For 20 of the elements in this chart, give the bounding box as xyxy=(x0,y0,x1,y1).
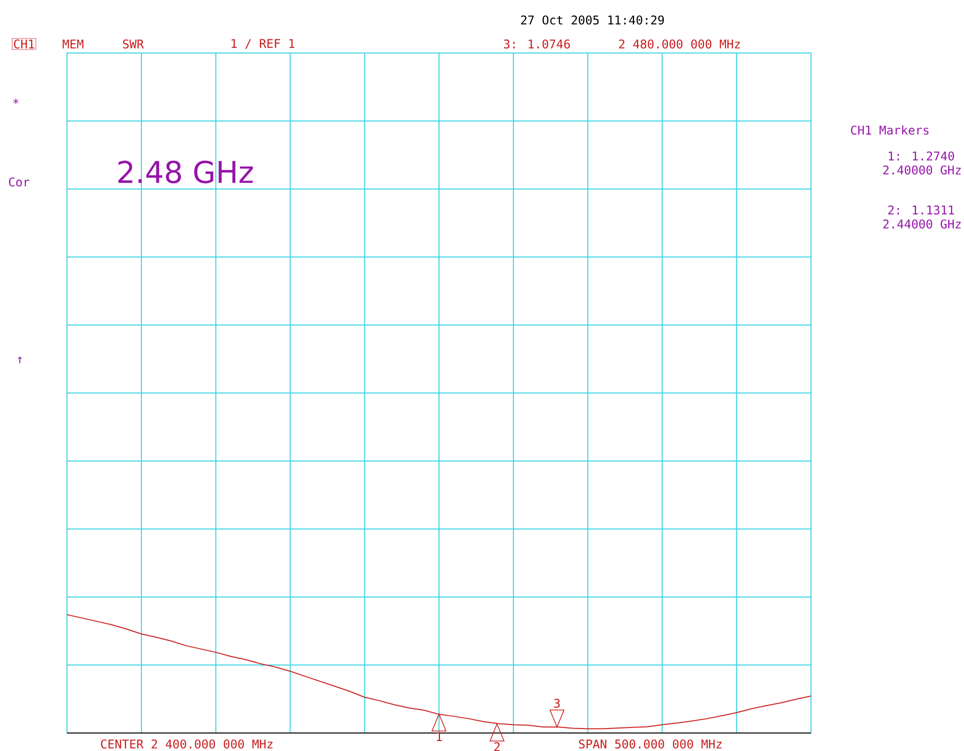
text: 2.40000 GHz xyxy=(883,165,961,174)
text: CH1 Markers xyxy=(851,125,928,135)
text: 2.44000 GHz xyxy=(883,219,961,228)
text: Cor xyxy=(9,177,30,186)
annotation: 1 xyxy=(436,732,442,741)
text: 2 480.000 000 MHz xyxy=(619,39,740,48)
text: 2: 1.1311 xyxy=(888,205,954,214)
text: 27 Oct 2005 11:40:29 xyxy=(521,15,664,24)
annotation: 3 xyxy=(554,698,560,708)
text: MEM xyxy=(62,40,84,48)
text: CH1 xyxy=(14,39,34,48)
text: 1 / REF 1 xyxy=(232,39,294,49)
text: CENTER 2 400.000 000 MHz xyxy=(101,739,272,748)
text: ↑ xyxy=(18,356,22,364)
text: SPAN 500.000 000 MHz xyxy=(579,739,722,748)
text: 1: 1.2740 xyxy=(888,151,954,160)
text: 3: 1.0746 xyxy=(504,39,570,48)
text: * xyxy=(13,98,18,104)
text: 2 xyxy=(494,742,500,751)
text: SWR xyxy=(123,39,144,48)
